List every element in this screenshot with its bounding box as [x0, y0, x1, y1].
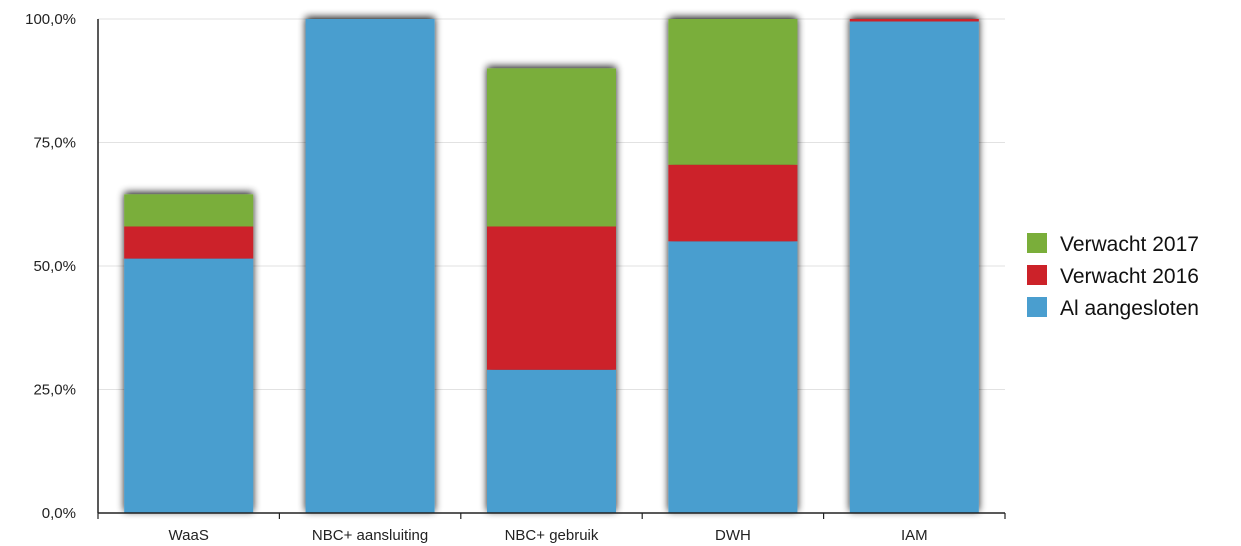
bar-segment — [668, 19, 798, 165]
y-axis: 0,0% 25,0% 50,0% 75,0% 100,0% — [25, 11, 99, 522]
x-tick-label: NBC+ gebruik — [505, 527, 599, 544]
bar-stack — [668, 19, 798, 514]
bar-segment — [668, 164, 798, 242]
y-tick-label: 25,0% — [33, 382, 76, 399]
bar-segment — [487, 369, 616, 513]
y-tick-label: 0,0% — [42, 505, 76, 522]
x-axis: WaaS NBC+ aansluiting NBC+ gebruik DWH IAM — [97, 512, 1006, 544]
legend-label: Al aangesloten — [1060, 297, 1199, 320]
bar-stack — [305, 19, 435, 513]
y-tick-label: 100,0% — [25, 11, 76, 28]
x-tick-label: DWH — [715, 527, 751, 544]
bar-stack — [849, 19, 979, 513]
bar-segment — [849, 21, 979, 513]
bar-segment — [124, 226, 254, 259]
bar-segment — [849, 19, 979, 22]
bar-segment — [668, 241, 798, 514]
legend-swatch — [1027, 297, 1047, 317]
bar-segment — [124, 258, 254, 513]
bar-stack — [124, 194, 254, 513]
bar-segment — [487, 226, 616, 370]
bar-segment — [487, 68, 616, 227]
bar-stack — [487, 68, 616, 513]
x-tick-label: WaaS — [169, 527, 209, 544]
legend: Verwacht 2017 Verwacht 2016 Al aangesloten — [1027, 233, 1199, 320]
y-tick-label: 75,0% — [33, 135, 76, 152]
legend-swatch — [1027, 265, 1047, 285]
x-tick-label: NBC+ aansluiting — [312, 527, 428, 544]
bar-segment — [305, 19, 435, 513]
bars — [124, 19, 979, 514]
x-tick-label: IAM — [901, 527, 928, 544]
legend-label: Verwacht 2017 — [1060, 233, 1199, 256]
bar-segment — [124, 194, 254, 227]
legend-label: Verwacht 2016 — [1060, 265, 1199, 288]
legend-swatch — [1027, 233, 1047, 253]
y-tick-label: 50,0% — [33, 258, 76, 275]
